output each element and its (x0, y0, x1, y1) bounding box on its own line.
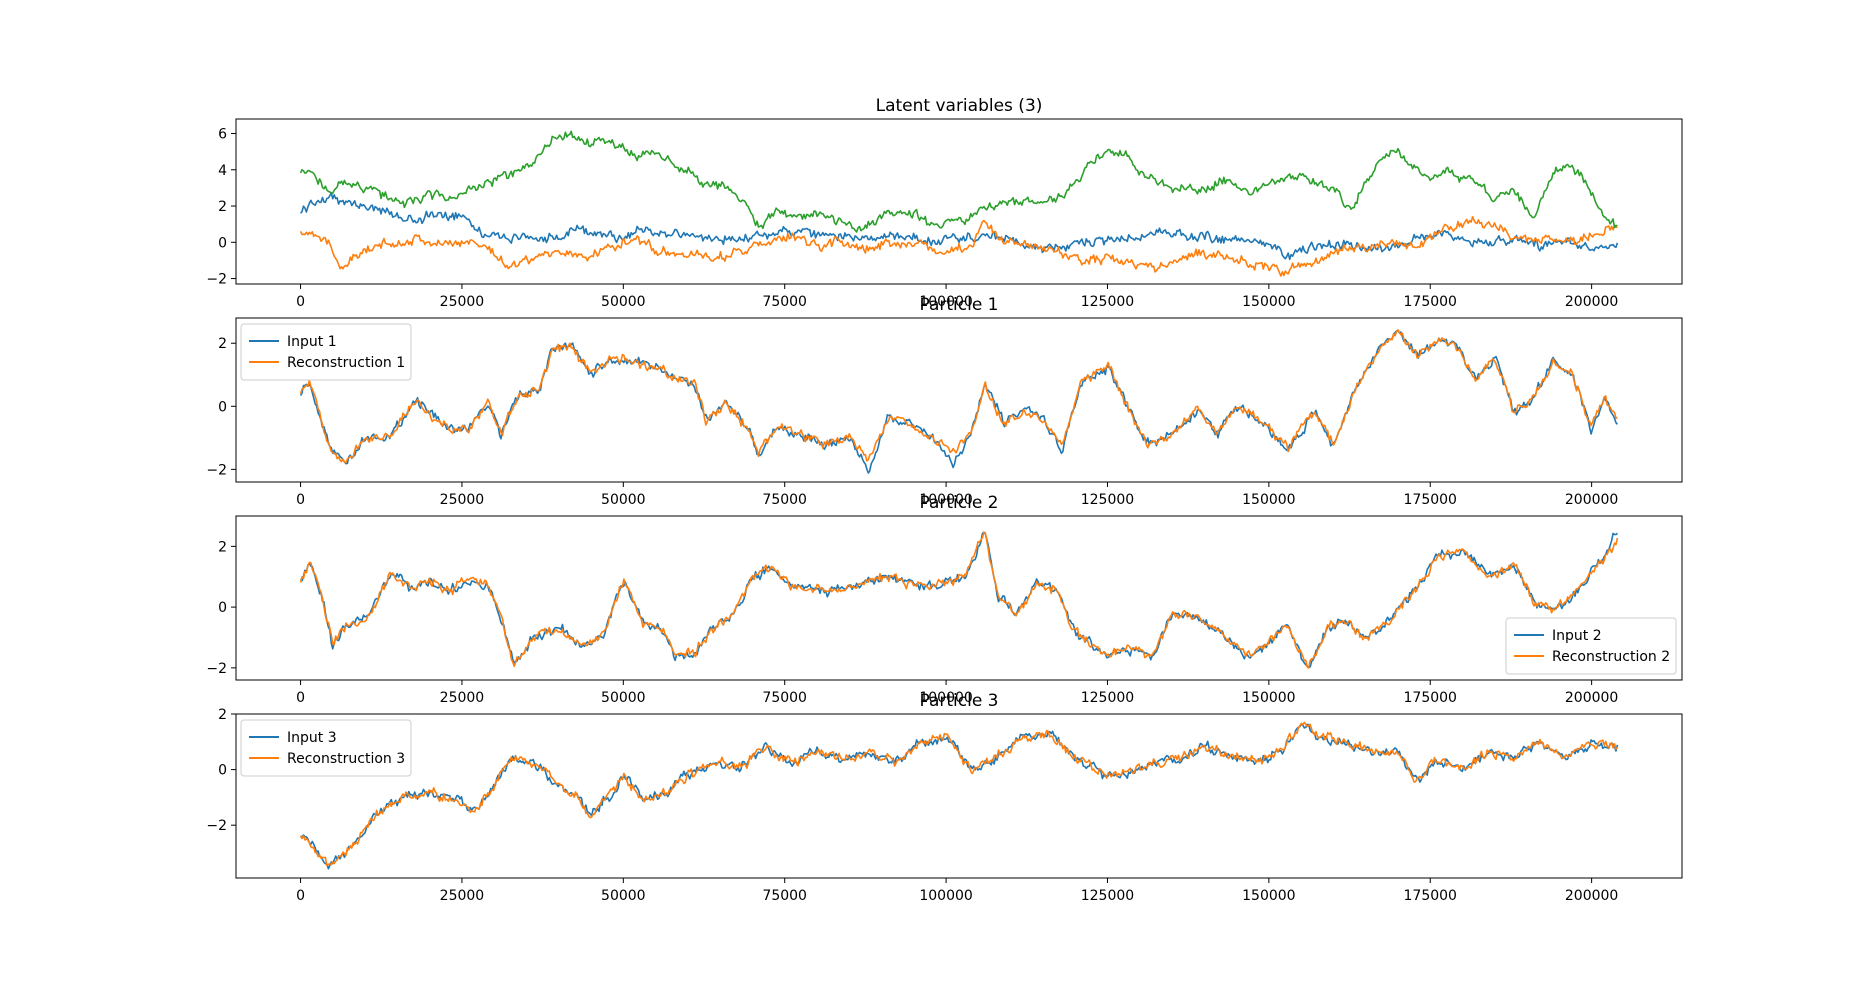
x-tick-label: 50000 (601, 690, 646, 706)
y-tick-label: 2 (218, 199, 227, 215)
panel-title: Particle 3 (919, 691, 998, 711)
series-group (299, 531, 1619, 669)
series-line-input-3 (300, 723, 1619, 870)
x-tick-label: 0 (296, 888, 305, 904)
x-tick-label: 75000 (762, 492, 807, 508)
x-tick-label: 75000 (762, 690, 807, 706)
panel-2: Particle 1 0 25000 50000 75000 100000 125000 15… (206, 295, 1683, 508)
y-tick-label: 0 (218, 235, 227, 251)
y-tick-label: 0 (218, 600, 227, 616)
legend-label: Input 3 (287, 730, 337, 746)
x-tick-label: 25000 (440, 690, 485, 706)
x-tick-label: 175000 (1404, 492, 1457, 508)
x-tick-label: 175000 (1404, 888, 1457, 904)
y-tick-label: −2 (206, 272, 227, 288)
x-tick-label: 25000 (440, 294, 485, 310)
x-tick-label: 75000 (762, 294, 807, 310)
x-tick-label: 0 (296, 690, 305, 706)
series-line-1 (299, 191, 1619, 261)
axes-frame (235, 713, 1683, 879)
legend-box (240, 323, 412, 381)
panel-1: Latent variables (3) 0 25000 50000 75000 1000… (206, 96, 1683, 310)
y-tick-label: 2 (218, 539, 227, 555)
series-line-input-1 (299, 329, 1618, 474)
series-line-2 (299, 216, 1618, 277)
y-tick-label: −2 (206, 818, 227, 834)
legend-label: Reconstruction 3 (287, 751, 405, 767)
series-line-reconstruction-1 (299, 329, 1618, 464)
axes-frame (235, 317, 1683, 483)
x-tick-label: 200000 (1565, 492, 1618, 508)
y-tick-label: 6 (218, 127, 227, 143)
series-line-input-2 (299, 531, 1618, 669)
x-tick-label: 100000 (919, 690, 972, 706)
y-tick-label: 0 (218, 763, 227, 779)
legend: Input 1 Reconstruction 1 (240, 323, 412, 381)
panel-4: Particle 3 0 25000 50000 75000 100000 125000 15… (206, 691, 1683, 904)
axes-frame (235, 118, 1683, 285)
legend-box (240, 719, 412, 777)
x-tick-label: 125000 (1081, 294, 1134, 310)
x-tick-label: 100000 (919, 294, 972, 310)
legend-label: Input 2 (1552, 628, 1602, 644)
x-tick-label: 200000 (1565, 888, 1618, 904)
x-tick-label: 0 (296, 492, 305, 508)
x-tick-label: 125000 (1081, 492, 1134, 508)
x-tick-label: 150000 (1242, 294, 1295, 310)
x-tick-label: 50000 (601, 294, 646, 310)
y-tick-label: −2 (206, 661, 227, 677)
x-tick-label: 200000 (1565, 690, 1618, 706)
x-tick-label: 0 (296, 294, 305, 310)
x-tick-label: 150000 (1242, 690, 1295, 706)
x-tick-label: 75000 (762, 888, 807, 904)
x-tick-label: 125000 (1081, 690, 1134, 706)
series-group (299, 721, 1619, 870)
x-tick-label: 175000 (1404, 690, 1457, 706)
x-tick-label: 125000 (1081, 888, 1134, 904)
x-tick-label: 150000 (1242, 888, 1295, 904)
x-tick-label: 100000 (919, 888, 972, 904)
series-line-reconstruction-2 (299, 531, 1619, 669)
x-tick-label: 200000 (1565, 294, 1618, 310)
panel-title: Particle 1 (919, 295, 998, 315)
x-tick-label: 100000 (919, 492, 972, 508)
y-tick-label: −2 (206, 462, 227, 478)
legend: Input 2 Reconstruction 2 (1505, 617, 1677, 675)
panel-title: Particle 2 (919, 493, 998, 513)
series-group (299, 329, 1618, 474)
y-tick-label: 0 (218, 399, 227, 415)
legend: Input 3 Reconstruction 3 (240, 719, 412, 777)
legend-label: Input 1 (287, 334, 337, 350)
x-tick-label: 25000 (440, 492, 485, 508)
y-tick-label: 2 (218, 336, 227, 352)
x-tick-label: 50000 (601, 888, 646, 904)
panel-3: Particle 2 0 25000 50000 75000 100000 125000 15… (206, 493, 1683, 706)
series-line-3 (299, 130, 1618, 233)
x-tick-label: 50000 (601, 492, 646, 508)
legend-label: Reconstruction 1 (287, 355, 405, 371)
series-group (299, 130, 1619, 277)
x-tick-label: 25000 (440, 888, 485, 904)
axes-frame (235, 515, 1683, 681)
y-tick-label: 2 (218, 707, 227, 723)
y-tick-label: 4 (218, 163, 227, 179)
legend-label: Reconstruction 2 (1552, 649, 1670, 665)
x-tick-label: 150000 (1242, 492, 1295, 508)
panel-title: Latent variables (3) (876, 96, 1043, 116)
legend-box (1505, 617, 1677, 675)
x-tick-label: 175000 (1404, 294, 1457, 310)
series-line-reconstruction-3 (299, 721, 1618, 867)
